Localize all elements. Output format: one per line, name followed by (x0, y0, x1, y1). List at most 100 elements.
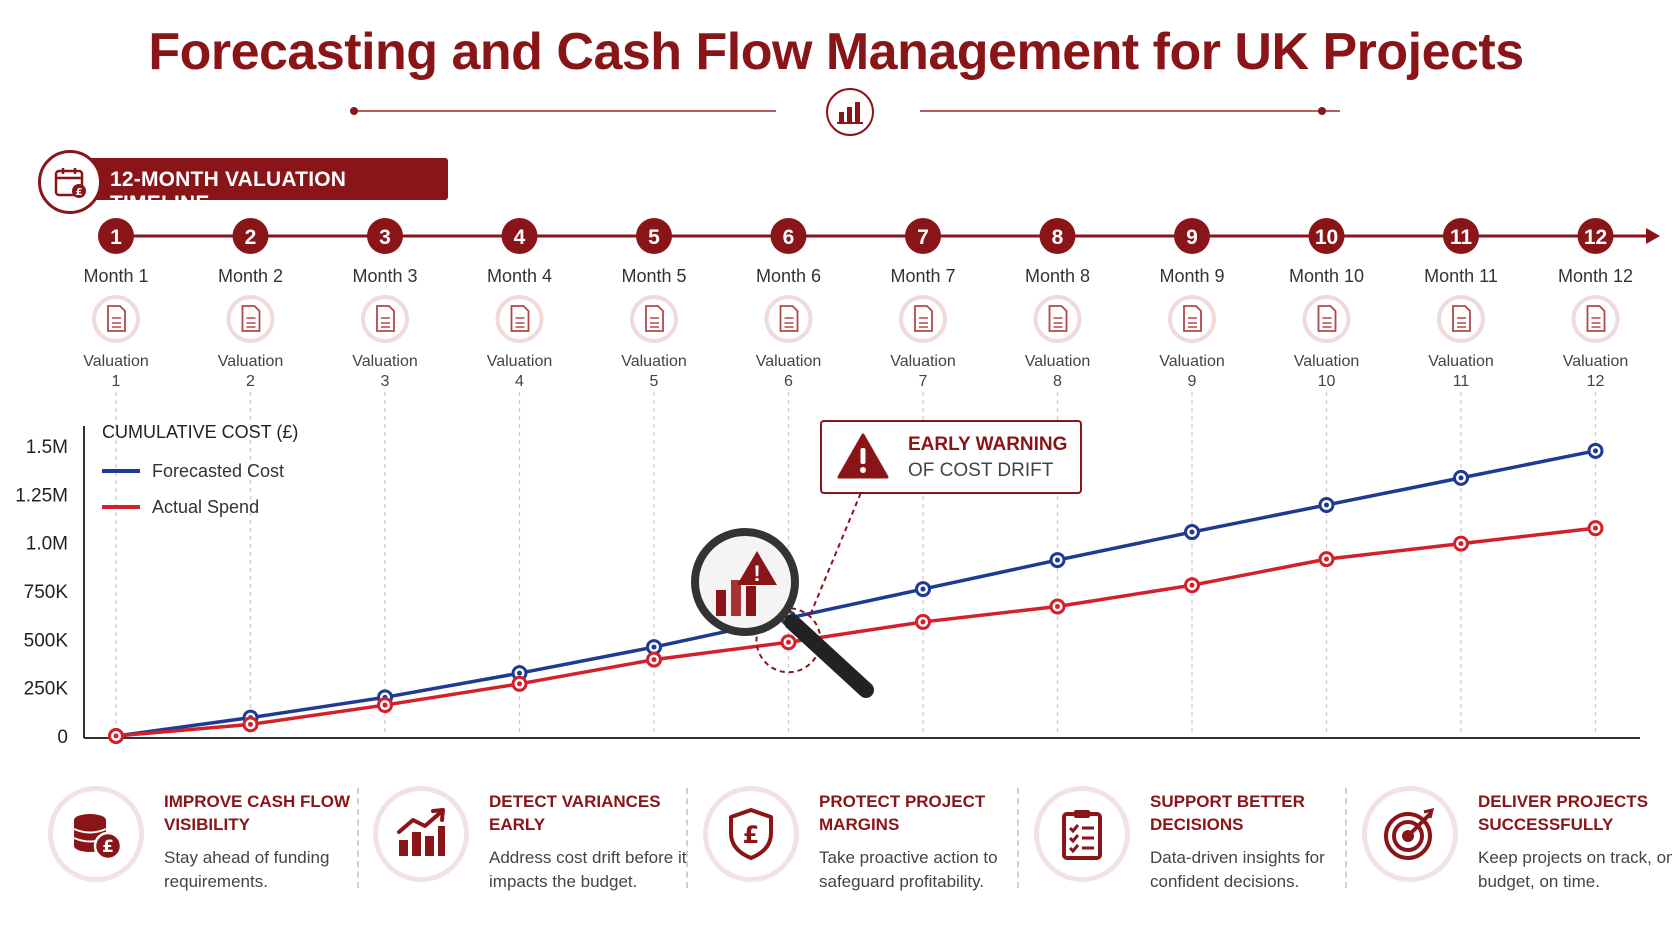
timeline-month-label: Month 7 (890, 266, 955, 286)
timeline-arrowhead (1646, 228, 1660, 244)
timeline-step-number: 1 (110, 226, 122, 249)
benefit-text: Address cost drift before it impacts the… (489, 848, 687, 891)
benefit-title: DETECT VARIANCES EARLY (489, 792, 661, 834)
legend-label: Forecasted Cost (152, 461, 284, 481)
timeline-step-marker (1308, 218, 1345, 254)
valuation-number: 7 (919, 373, 928, 390)
timeline-step-number: 9 (1186, 226, 1198, 249)
valuation-label: Valuation (890, 353, 956, 370)
valuation-number: 10 (1318, 373, 1336, 390)
benefit-text: Stay ahead of funding requirements. (164, 848, 330, 891)
benefit-margins: £ PROTECT PROJECT MARGINS Take proactive… (703, 780, 1023, 891)
title-rule-left (356, 110, 776, 112)
valuation-number: 9 (1188, 373, 1197, 390)
valuation-label: Valuation (1159, 353, 1225, 370)
y-tick-label: 1.5M (26, 437, 68, 458)
valuation-number: 3 (381, 373, 390, 390)
document-icon-ring (630, 295, 678, 343)
data-point-core (1055, 603, 1060, 609)
timeline-step-marker (636, 218, 672, 254)
timeline-month-label: Month 10 (1289, 266, 1364, 286)
y-tick-label: 0 (57, 727, 68, 748)
timeline-step-marker (98, 218, 134, 254)
magnifier-bar (746, 586, 756, 616)
document-icon-ring (1437, 295, 1485, 343)
target-arrow-icon (1362, 786, 1458, 882)
benefit-deliver: DELIVER PROJECTS SUCCESSFULLY Keep proje… (1362, 780, 1672, 891)
document-icon (1048, 305, 1068, 332)
page-title: Forecasting and Cash Flow Management for… (148, 23, 1524, 81)
timeline-month-label: Month 2 (218, 266, 283, 286)
timeline-step-number: 12 (1584, 226, 1607, 249)
document-icon (779, 305, 799, 332)
valuation-number: 6 (784, 373, 793, 390)
data-point-core (1458, 541, 1464, 547)
data-point-core (248, 721, 253, 727)
timeline-step-marker (501, 218, 538, 254)
valuation-number: 4 (515, 373, 524, 390)
document-icon-ring (226, 295, 275, 343)
y-tick-label: 250K (24, 679, 69, 700)
benefit-variances: DETECT VARIANCES EARLY Address cost drif… (373, 780, 693, 891)
document-icon (914, 305, 933, 332)
data-point-core (1593, 448, 1598, 454)
benefit-title: SUPPORT BETTER DECISIONS (1150, 792, 1305, 834)
timeline-step-marker (367, 218, 403, 254)
rising-bar-chart-icon (373, 786, 469, 882)
document-icon (645, 305, 664, 332)
benefit-decisions: SUPPORT BETTER DECISIONS Data-driven ins… (1034, 780, 1354, 891)
valuation-label: Valuation (83, 353, 149, 370)
document-icon (376, 305, 395, 332)
data-point-core (1055, 557, 1060, 563)
timeline-step-number: 7 (917, 226, 929, 249)
title-dot-right (1318, 107, 1326, 115)
valuation-label: Valuation (218, 353, 284, 370)
benefit-text: Data-driven insights for confident decis… (1150, 848, 1325, 891)
timeline-month-label: Month 1 (83, 266, 148, 286)
y-tick-label: 750K (24, 582, 69, 603)
document-icon (1586, 305, 1606, 332)
y-tick-label: 500K (24, 630, 69, 651)
coins-pound-icon: £ (48, 786, 144, 882)
valuation-label: Valuation (1025, 353, 1091, 370)
data-point-core (920, 586, 926, 592)
valuation-label: Valuation (1294, 353, 1360, 370)
valuation-number: 5 (650, 373, 659, 390)
document-icon-ring (1302, 295, 1351, 343)
document-icon (107, 305, 126, 332)
y-axis-title: CUMULATIVE COST (£) (102, 422, 298, 442)
early-warning-callout: EARLY WARNING OF COST DRIFT (820, 420, 1082, 494)
y-tick-label: 1.25M (15, 485, 68, 506)
document-icon (1183, 305, 1202, 332)
y-tick-label: 1.0M (26, 534, 68, 555)
pound-shield-icon: £ (703, 786, 799, 882)
data-point-core (1189, 582, 1195, 588)
timeline-step-marker (1039, 218, 1076, 254)
data-point-core (113, 733, 119, 739)
timeline-step-number: 4 (514, 226, 526, 249)
svg-text:£: £ (76, 187, 83, 198)
benefit-divider (1017, 788, 1019, 888)
timeline-step-marker (1174, 218, 1210, 254)
timeline-step-number: 10 (1315, 226, 1338, 249)
early-warning-subtitle: OF COST DRIFT (908, 460, 1054, 481)
bar-chart-icon (826, 88, 874, 136)
timeline-month-label: Month 5 (621, 266, 686, 286)
timeline-banner-label: 12-MONTH VALUATION TIMELINE (110, 168, 347, 215)
timeline-step-number: 5 (648, 226, 660, 249)
timeline-step-marker (1577, 218, 1614, 254)
early-warning-title: EARLY WARNING (908, 434, 1068, 455)
benefit-title: IMPROVE CASH FLOW VISIBILITY (164, 792, 351, 834)
timeline-step-marker (770, 218, 807, 254)
data-point-core (1324, 556, 1329, 562)
svg-text:£: £ (102, 837, 114, 857)
legend-label: Actual Spend (152, 497, 259, 517)
benefit-text: Keep projects on track, on budget, on ti… (1478, 848, 1672, 891)
data-point-core (920, 619, 926, 625)
benefit-divider (357, 788, 359, 888)
document-icon (510, 305, 530, 332)
series-line-forecast (115, 449, 1596, 738)
title-rule-right (920, 110, 1340, 112)
document-icon-ring (1571, 295, 1620, 343)
